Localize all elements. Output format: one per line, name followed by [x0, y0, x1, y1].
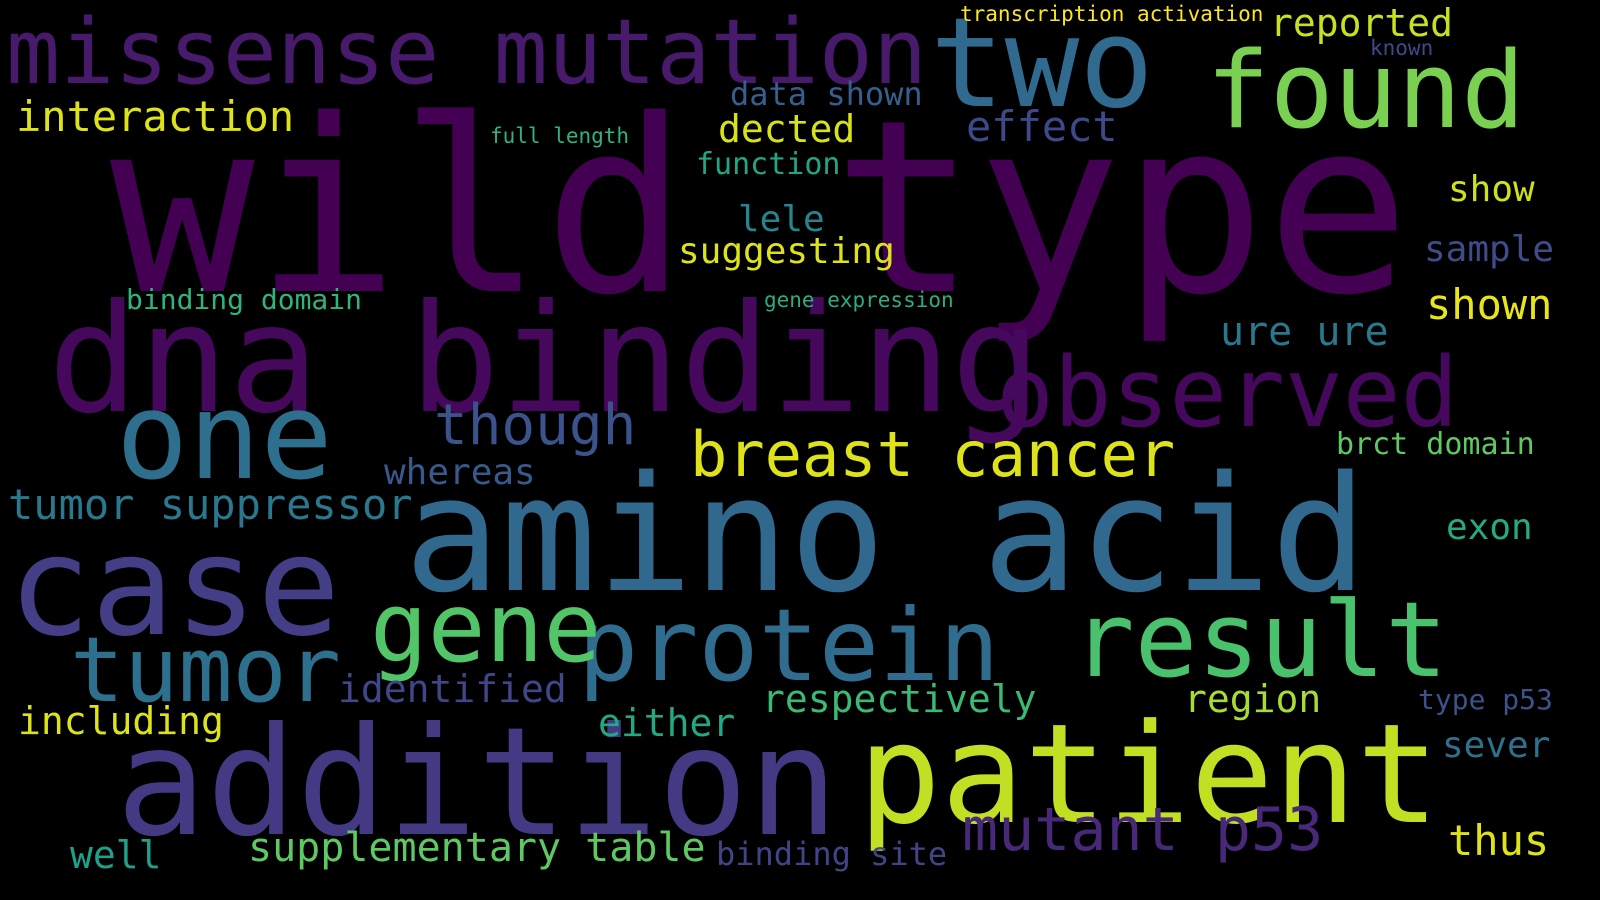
word-sever: sever: [1442, 725, 1551, 766]
word-full-length: full length: [490, 124, 630, 148]
word-including: including: [18, 699, 224, 743]
word-type-p53: type p53: [1418, 683, 1553, 716]
word-mutant-p53: mutant p53: [962, 795, 1324, 865]
word-found: found: [1206, 29, 1526, 152]
word-reported: reported: [1270, 1, 1454, 45]
word-dna-binding: dna binding: [48, 273, 1042, 447]
word-case: case: [8, 506, 341, 667]
word-function: function: [696, 147, 841, 182]
word-observed: observed: [996, 337, 1459, 449]
word-one: one: [116, 368, 333, 507]
word-gene: gene: [370, 572, 602, 684]
word-supplementary-table: supplementary table: [248, 825, 706, 871]
word-ure-ure: ure ure: [1220, 309, 1389, 355]
word-show: show: [1448, 169, 1535, 210]
word-protein: protein: [578, 587, 1000, 704]
word-two: two: [930, 0, 1154, 136]
word-thus: thus: [1448, 816, 1550, 865]
word-tumor: tumor: [70, 618, 341, 723]
word-amino-acid: amino acid: [404, 441, 1368, 628]
word-tumor-suppressor: tumor suppressor: [8, 480, 413, 529]
word-addition: addition: [116, 696, 839, 870]
word-shown: shown: [1426, 280, 1553, 329]
word-binding-site: binding site: [716, 835, 948, 873]
word-known: known: [1370, 36, 1434, 60]
word-exon: exon: [1446, 507, 1533, 548]
word-region: region: [1184, 677, 1322, 721]
word-brct-domain: brct domain: [1336, 427, 1535, 462]
word-missense-mutation: missense mutation: [6, 0, 928, 105]
word-data-shown: data shown: [730, 75, 923, 113]
word-whereas: whereas: [384, 452, 536, 493]
word-well: well: [70, 833, 162, 877]
word-result: result: [1072, 579, 1448, 701]
word-effect: effect: [966, 102, 1118, 151]
word-dected: dected: [718, 107, 856, 151]
word-lele: lele: [738, 199, 825, 240]
word-wild-type: wild type: [110, 68, 1411, 348]
word-breast-cancer: breast cancer: [690, 418, 1176, 491]
word-either: either: [598, 701, 736, 745]
word-identified: identified: [338, 667, 567, 711]
word-gene-expression: gene expression: [764, 288, 954, 312]
word-patient: patient: [858, 694, 1440, 855]
word-suggesting: suggesting: [678, 231, 895, 272]
word-respectively: respectively: [762, 677, 1037, 721]
word-sample: sample: [1424, 229, 1555, 270]
word-binding-domain: binding domain: [126, 283, 363, 316]
word-though: though: [434, 393, 637, 458]
word-interaction: interaction: [16, 92, 295, 141]
word-transcription-activation: transcription activation: [960, 2, 1264, 26]
